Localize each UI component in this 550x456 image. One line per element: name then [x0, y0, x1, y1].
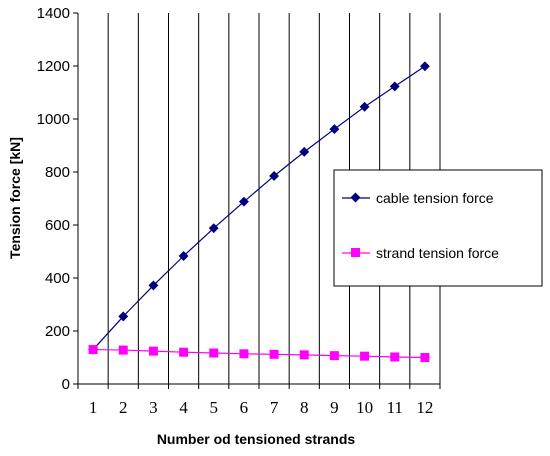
strand-tension-point: [360, 351, 370, 361]
strand-tension-point: [420, 353, 430, 362]
y-axis-title: Tension force [kN]: [7, 137, 23, 259]
series-lines: [92, 65, 426, 359]
cable-tension-point: [269, 171, 280, 181]
cable-tension-point: [329, 124, 340, 135]
x-tick-label: 3: [149, 398, 158, 417]
cable-tension-point: [299, 146, 310, 157]
strand-tension-point: [118, 345, 128, 355]
series-markers: [88, 61, 430, 362]
strand-tension-point: [269, 349, 279, 359]
strand-tension-point: [390, 352, 400, 362]
strand-tension-point: [209, 348, 219, 358]
y-tick-label: 600: [45, 217, 70, 234]
strand-tension-point: [299, 350, 309, 360]
series-line-cable-tension-force: [92, 65, 426, 350]
legend-cable-label: cable tension force: [376, 190, 494, 206]
strand-tension-point: [179, 347, 189, 357]
y-tick-label: 1200: [37, 58, 70, 75]
strand-tension-point: [88, 345, 98, 355]
x-tick-label: 11: [387, 398, 403, 417]
strand-tension-point: [148, 346, 158, 356]
legend: cable tension force strand tension force: [333, 169, 543, 287]
legend-box: [333, 169, 543, 287]
x-tick-label: 5: [210, 398, 219, 417]
x-tick-label: 7: [270, 398, 279, 417]
cable-tension-point: [238, 196, 249, 207]
x-tick-label: 4: [179, 398, 188, 417]
x-tick-label: 6: [240, 398, 249, 417]
y-tick-label: 800: [45, 164, 70, 181]
x-tick-label: 12: [416, 398, 433, 417]
series-line-strand-tension-force: [93, 348, 425, 359]
x-tick-label: 1: [89, 398, 98, 417]
y-tick-label: 0: [62, 376, 70, 393]
x-tick-label: 8: [300, 398, 309, 417]
y-tick-label: 1400: [37, 5, 70, 22]
legend-cable-marker: [350, 192, 361, 203]
x-tick-label: 10: [356, 398, 373, 417]
x-axis-title: Number od tensioned strands: [157, 431, 356, 447]
y-tick-label: 400: [45, 270, 70, 287]
cable-tension-point: [178, 251, 189, 261]
x-tick-label: 9: [330, 398, 339, 417]
strand-tension-point: [329, 351, 339, 361]
strand-tension-point: [239, 349, 249, 359]
legend-strand-marker: [351, 248, 360, 257]
y-tick-label: 1000: [37, 111, 70, 128]
y-tick-label: 200: [45, 323, 70, 340]
cable-tension-point: [148, 280, 159, 291]
legend-strand-label: strand tension force: [376, 245, 499, 261]
cable-tension-point: [208, 223, 219, 234]
x-tick-label: 2: [119, 398, 128, 417]
